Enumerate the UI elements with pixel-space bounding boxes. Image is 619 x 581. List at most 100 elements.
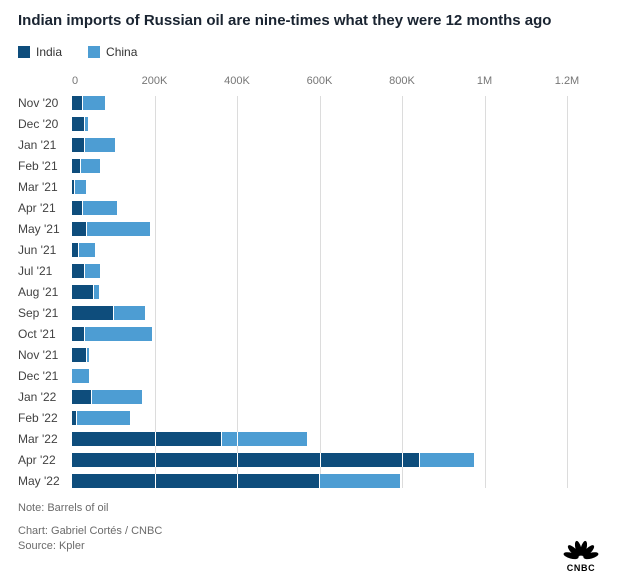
chart-row: Dec '21 (18, 368, 567, 383)
bar-track (72, 452, 567, 467)
bar-india[interactable] (72, 179, 75, 194)
bar-stack[interactable] (72, 116, 88, 131)
bar-stack[interactable] (72, 389, 143, 404)
cnbc-logo: CNBC (559, 533, 603, 573)
bar-track (72, 95, 567, 110)
bar-stack[interactable] (72, 431, 308, 446)
chart-row: Apr '21 (18, 200, 567, 215)
bar-india[interactable] (72, 305, 114, 320)
x-axis-tick: 1.2M (554, 74, 580, 87)
bar-china[interactable] (113, 305, 145, 320)
bar-track (72, 389, 567, 404)
row-label: Jul '21 (18, 263, 53, 278)
row-label: Mar '22 (18, 431, 58, 446)
bar-track (72, 326, 567, 341)
row-label: Nov '21 (18, 347, 59, 362)
bar-india[interactable] (72, 347, 87, 362)
bar-india[interactable] (72, 242, 79, 257)
bar-track (72, 116, 567, 131)
bar-gridline-tick (319, 452, 321, 467)
bar-stack[interactable] (72, 179, 87, 194)
chart-row: Sep '21 (18, 305, 567, 320)
bar-track (72, 368, 567, 383)
bar-stack[interactable] (72, 242, 95, 257)
bar-china[interactable] (86, 347, 89, 362)
bar-china[interactable] (84, 263, 101, 278)
bar-china[interactable] (82, 200, 118, 215)
bar-india[interactable] (72, 263, 85, 278)
x-axis-tick: 400K (224, 74, 250, 87)
bar-india[interactable] (72, 200, 83, 215)
chart-row: Feb '22 (18, 410, 567, 425)
bar-track (72, 284, 567, 299)
row-label: Mar '21 (18, 179, 58, 194)
bar-track (72, 242, 567, 257)
bar-india[interactable] (72, 116, 84, 131)
bar-china[interactable] (418, 452, 475, 467)
bar-stack[interactable] (72, 326, 153, 341)
bar-china[interactable] (78, 242, 95, 257)
bar-stack[interactable] (72, 95, 105, 110)
row-label: Dec '20 (18, 116, 59, 131)
bar-stack[interactable] (72, 347, 89, 362)
bar-india[interactable] (72, 410, 77, 425)
bar-china[interactable] (319, 473, 400, 488)
bar-india[interactable] (72, 473, 320, 488)
bar-stack[interactable] (72, 368, 89, 383)
bar-china[interactable] (86, 221, 151, 236)
chart-row: May '21 (18, 221, 567, 236)
chart-row: Nov '21 (18, 347, 567, 362)
x-axis-tick: 200K (141, 74, 168, 87)
bar-track (72, 410, 567, 425)
bar-india[interactable] (72, 95, 83, 110)
bar-china[interactable] (84, 137, 116, 152)
legend-swatch (88, 45, 101, 58)
bar-india[interactable] (72, 221, 87, 236)
bar-india[interactable] (72, 137, 85, 152)
bar-india[interactable] (72, 389, 91, 404)
bar-china[interactable] (76, 410, 130, 425)
x-axis-tick: 600K (306, 74, 333, 87)
chart-body: Nov '20 Dec '20 Jan '21 Feb '21 Mar '21 Apr '… (18, 95, 568, 488)
bar-gridline-tick (237, 431, 238, 446)
chart: 0 200K 400K 600K 800K 1M 1.2M Nov '20 Dec '20 Ja… (18, 74, 579, 488)
bar-china[interactable] (90, 389, 143, 404)
bar-china[interactable] (80, 158, 101, 173)
bar-stack[interactable] (72, 200, 118, 215)
legend-item-india[interactable]: India (18, 45, 62, 59)
bar-track (72, 179, 567, 194)
bar-gridline-tick (402, 452, 403, 467)
bar-stack[interactable] (72, 452, 475, 467)
bar-china[interactable] (72, 368, 89, 383)
bar-china[interactable] (92, 284, 99, 299)
bar-india[interactable] (72, 452, 419, 467)
bar-stack[interactable] (72, 137, 116, 152)
x-axis: 0 200K 400K 600K 800K 1M 1.2M (72, 74, 579, 89)
bar-india[interactable] (72, 431, 221, 446)
bar-stack[interactable] (72, 473, 400, 488)
bar-stack[interactable] (72, 284, 99, 299)
chart-row: Mar '21 (18, 179, 567, 194)
bar-stack[interactable] (72, 305, 145, 320)
bar-stack[interactable] (72, 158, 101, 173)
bar-stack[interactable] (72, 410, 130, 425)
bar-stack[interactable] (72, 263, 101, 278)
gridline (484, 95, 486, 488)
bar-india[interactable] (72, 326, 85, 341)
gridlines (72, 95, 568, 488)
bar-india[interactable] (72, 284, 93, 299)
row-label: Sep '21 (18, 305, 59, 320)
bar-india[interactable] (72, 158, 81, 173)
bar-china[interactable] (83, 116, 88, 131)
bar-track (72, 305, 567, 320)
chart-note: Note: Barrels of oil (18, 501, 109, 514)
bar-stack[interactable] (72, 221, 151, 236)
legend-item-china[interactable]: China (88, 45, 137, 59)
bar-china[interactable] (74, 179, 87, 194)
row-label: Feb '21 (18, 158, 58, 173)
bar-china[interactable] (82, 95, 105, 110)
row-label: Apr '22 (18, 452, 56, 467)
bar-china[interactable] (220, 431, 308, 446)
bar-china[interactable] (84, 326, 153, 341)
